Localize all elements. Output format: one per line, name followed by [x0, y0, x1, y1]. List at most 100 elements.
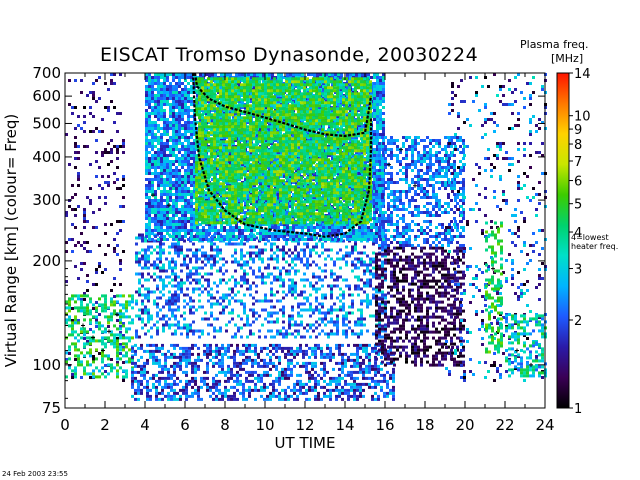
heatmap-cell — [159, 254, 162, 258]
heatmap-cell — [125, 345, 128, 349]
heatmap-cell — [354, 284, 357, 288]
heatmap-cell — [223, 238, 226, 241]
heatmap-cell — [178, 229, 181, 232]
heatmap-cell — [177, 296, 180, 300]
heatmap-cell — [135, 260, 138, 264]
heatmap-cell — [206, 361, 209, 365]
heatmap-cell — [357, 260, 360, 264]
heatmap-cell — [190, 79, 193, 82]
heatmap-cell — [154, 166, 157, 169]
heatmap-cell — [243, 269, 246, 273]
heatmap-cell — [164, 382, 167, 386]
heatmap-cell — [372, 272, 375, 276]
heatmap-cell — [86, 340, 89, 343]
heatmap-cell — [330, 293, 333, 297]
heatmap-cell — [243, 293, 246, 297]
heatmap-cell — [359, 346, 362, 350]
heatmap-cell — [138, 287, 141, 291]
heatmap-cell — [65, 241, 68, 244]
heatmap-cell — [224, 373, 227, 377]
heatmap-cell — [288, 278, 291, 282]
heatmap-cell — [278, 343, 281, 347]
heatmap-cell — [384, 308, 387, 312]
heatmap-cell — [363, 263, 366, 267]
heatmap-cell — [193, 226, 196, 229]
heatmap-cell — [330, 284, 333, 288]
heatmap-cell — [68, 306, 71, 310]
heatmap-cell — [282, 290, 285, 294]
heatmap-cell — [107, 372, 110, 376]
heatmap-cell — [193, 76, 196, 79]
heatmap-cell — [268, 73, 271, 76]
heatmap-cell — [205, 193, 208, 196]
heatmap-cell — [74, 208, 77, 211]
heatmap-cell — [131, 382, 134, 386]
heatmap-cell — [140, 355, 143, 359]
heatmap-cell — [173, 382, 176, 386]
heatmap-cell — [293, 352, 296, 356]
heatmap-cell — [183, 239, 186, 243]
heatmap-cell — [241, 229, 244, 232]
heatmap-cell — [148, 76, 151, 79]
heatmap-cell — [191, 394, 194, 398]
heatmap-cell — [169, 190, 172, 193]
heatmap-cell — [162, 323, 165, 327]
heatmap-cell — [392, 361, 395, 365]
heatmap-cell — [302, 385, 305, 389]
heatmap-cell — [141, 254, 144, 258]
heatmap-cell — [178, 196, 181, 199]
heatmap-cell — [312, 284, 315, 288]
heatmap-cell — [198, 257, 201, 261]
heatmap-cell — [116, 319, 119, 322]
heatmap-cell — [74, 166, 77, 169]
heatmap-cell — [131, 367, 134, 371]
heatmap-cell — [141, 326, 144, 330]
heatmap-cell — [255, 317, 258, 321]
heatmap-cell — [254, 388, 257, 392]
heatmap-cell — [110, 358, 113, 361]
heatmap-cell — [288, 323, 291, 327]
heatmap-cell — [176, 376, 179, 380]
heatmap-cell — [276, 317, 279, 321]
heatmap-cell — [194, 361, 197, 365]
heatmap-cell — [122, 175, 125, 178]
heatmap-cell — [159, 290, 162, 294]
heatmap-cell — [348, 326, 351, 330]
heatmap-cell — [383, 376, 386, 380]
heatmap-cell — [144, 278, 147, 282]
heatmap-cell — [161, 370, 164, 374]
heatmap-cell — [141, 320, 144, 324]
heatmap-cell — [156, 302, 159, 306]
heatmap-cell — [332, 355, 335, 359]
heatmap-cell — [169, 220, 172, 223]
heatmap-cell — [242, 388, 245, 392]
heatmap-cell — [278, 346, 281, 350]
heatmap-cell — [204, 311, 207, 315]
heatmap-cell — [248, 391, 251, 395]
heatmap-cell — [71, 333, 74, 337]
heatmap-cell — [175, 232, 178, 235]
heatmap-cell — [95, 127, 98, 130]
heatmap-cell — [333, 278, 336, 282]
heatmap-cell — [160, 148, 163, 151]
heatmap-cell — [178, 169, 181, 172]
heatmap-cell — [153, 302, 156, 306]
heatmap-cell — [158, 358, 161, 362]
heatmap-cell — [228, 320, 231, 324]
heatmap-cell — [166, 226, 169, 229]
heatmap-cell — [68, 300, 71, 304]
heatmap-cell — [255, 254, 258, 258]
heatmap-cell — [380, 355, 383, 359]
heatmap-cell — [247, 193, 250, 196]
heatmap-cell — [172, 181, 175, 184]
heatmap-cell — [107, 363, 110, 367]
heatmap-cell — [314, 370, 317, 374]
heatmap-cell — [213, 302, 216, 306]
heatmap-cell — [311, 373, 314, 377]
heatmap-cell — [255, 299, 258, 303]
heatmap-cell — [157, 175, 160, 178]
heatmap-cell — [190, 151, 193, 154]
heatmap-cell — [151, 100, 154, 103]
heatmap-cell — [186, 266, 189, 270]
heatmap-cell — [147, 254, 150, 258]
